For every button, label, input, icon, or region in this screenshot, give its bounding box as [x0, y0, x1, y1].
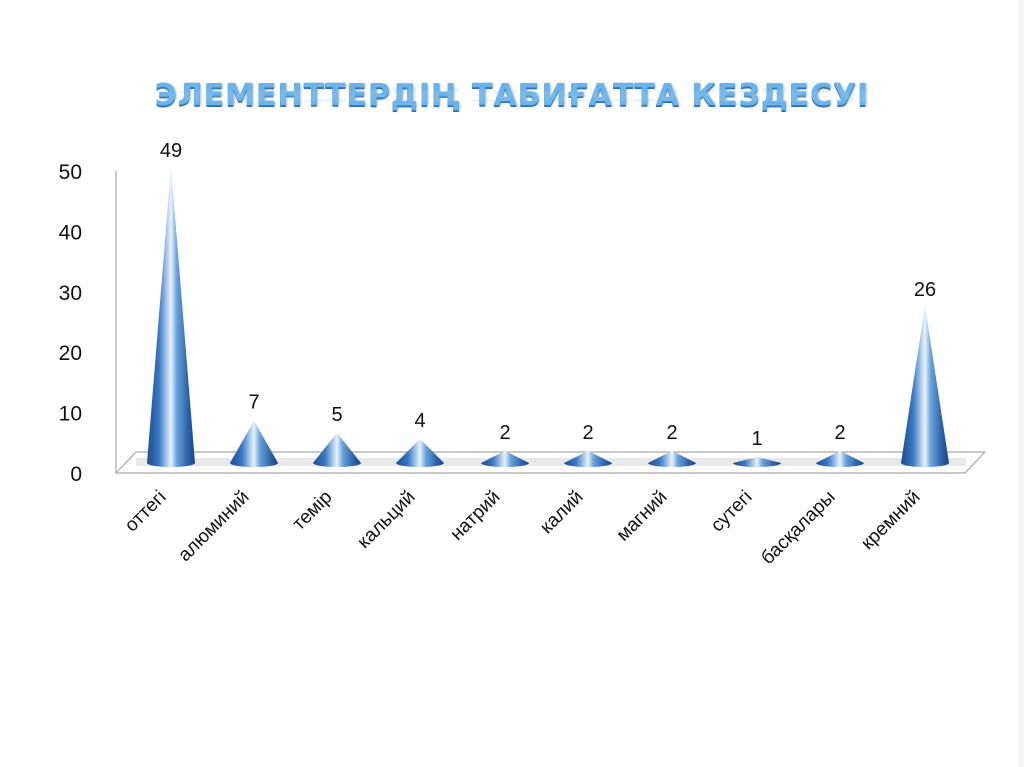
- data-label: 4: [414, 410, 425, 432]
- cone-bar: [481, 450, 529, 467]
- data-label: 5: [331, 404, 342, 426]
- y-tick-label: 10: [59, 403, 82, 426]
- chart-title: ЭЛЕМЕНТТЕРДІҢ ТАБИҒАТТА КЕЗДЕСУІ: [154, 78, 870, 113]
- cone-bar: [816, 450, 864, 467]
- category-label: натрий: [446, 487, 504, 545]
- data-label: 2: [834, 422, 845, 444]
- category-label: кремний: [857, 487, 924, 554]
- category-label: магний: [613, 487, 672, 546]
- cone-bar: [901, 305, 949, 467]
- chart-data-labels: 49 7 5 4 2 2 2 1 2 26: [160, 140, 936, 450]
- y-tick-label: 0: [70, 463, 82, 486]
- category-label: басқалары: [757, 487, 839, 569]
- y-tick-label: 40: [59, 221, 82, 244]
- category-label: оттегі: [121, 487, 171, 537]
- category-label: калий: [536, 487, 587, 538]
- category-label: алюминий: [174, 487, 253, 566]
- cone-bar: [313, 432, 361, 467]
- chart-cones: [147, 167, 949, 468]
- data-label: 7: [248, 392, 259, 414]
- cone-bar: [648, 450, 696, 467]
- category-label: кальций: [353, 487, 419, 553]
- data-label: 49: [160, 140, 182, 162]
- cone-bar: [733, 456, 781, 467]
- cone-bar: [396, 438, 444, 467]
- chart-category-labels: оттегі алюминий темір кальций натрий калий маг…: [121, 487, 925, 569]
- y-tick-label: 50: [59, 161, 82, 184]
- data-label: 2: [499, 422, 510, 444]
- data-label: 1: [751, 428, 762, 450]
- y-tick-label: 20: [59, 342, 82, 365]
- data-label: 2: [582, 422, 593, 444]
- category-label: сутегі: [707, 487, 757, 537]
- data-label: 26: [914, 279, 936, 301]
- y-tick-label: 30: [59, 282, 82, 305]
- cone-bar: [147, 167, 195, 468]
- category-label: темір: [289, 487, 337, 535]
- cone-bar: [564, 450, 612, 467]
- data-label: 2: [666, 422, 677, 444]
- chart-axes: 0 10 20 30 40 50: [59, 161, 117, 486]
- cone-bar: [230, 420, 278, 467]
